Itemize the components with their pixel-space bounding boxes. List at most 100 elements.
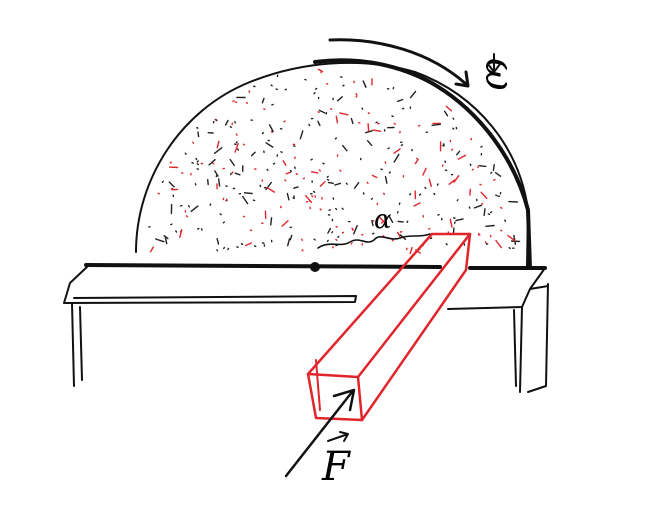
speckle-dot — [222, 246, 226, 250]
speckle-dot — [339, 112, 349, 116]
bar-side-face — [360, 232, 472, 422]
speckle-dot — [234, 172, 241, 176]
table — [63, 265, 549, 393]
speckle-dot — [371, 174, 378, 179]
speckle-dot — [331, 230, 334, 234]
speckle-dot — [428, 178, 432, 188]
speckle-dot — [445, 243, 448, 246]
speckle-dot — [234, 120, 237, 124]
omega-vector-mark — [487, 53, 501, 73]
speckle-dot — [275, 88, 278, 91]
speckle-dot — [240, 242, 244, 246]
speckle-dot — [196, 160, 199, 163]
speckle-dot — [216, 237, 220, 245]
speckle-dot — [314, 87, 318, 90]
speckle-dot — [371, 219, 374, 227]
speckle-dot — [355, 95, 358, 98]
speckle-dot — [507, 234, 515, 241]
speckle-dot — [391, 115, 394, 118]
speckle-dot — [422, 167, 427, 176]
speckle-dot — [327, 227, 332, 234]
speckle-dot — [314, 195, 317, 198]
speckle-dot — [457, 154, 467, 160]
speckle-dot — [478, 164, 487, 168]
speckle-dot — [355, 93, 358, 96]
rotation-arrow: ω — [328, 38, 522, 91]
speckle-dot — [362, 80, 367, 88]
speckle-dot — [149, 246, 155, 253]
pushing-bar — [306, 232, 472, 422]
speckle-dot — [272, 162, 276, 165]
speckle-dot — [350, 242, 353, 245]
speckle-dot — [194, 182, 197, 186]
speckle-dot — [339, 169, 342, 172]
speckle-dot — [305, 194, 313, 204]
speckle-dot — [480, 202, 484, 205]
speckle-dot — [229, 158, 235, 167]
speckle-dot — [231, 122, 234, 126]
speckle-dot — [341, 207, 344, 210]
half-disk-base — [84, 263, 547, 270]
bar-top-face — [306, 232, 472, 379]
speckle-dot — [480, 191, 488, 200]
rotation-arrow-arc — [328, 38, 468, 86]
speckle-dot — [245, 101, 249, 105]
speckle-dot — [292, 197, 295, 200]
speckle-dot — [311, 194, 314, 198]
speckle-dot — [312, 190, 316, 193]
speckle-dot — [197, 131, 200, 138]
speckle-dot — [345, 182, 348, 185]
speckle-dot — [243, 192, 253, 195]
speckle-dot — [413, 202, 421, 207]
speckle-dot — [154, 238, 165, 243]
speckle-dot — [319, 208, 322, 211]
speckle-dot — [342, 144, 348, 152]
speckle-dot — [222, 221, 226, 224]
speckle-dot — [473, 204, 483, 209]
speckle-dot — [469, 163, 472, 167]
speckle-dot — [372, 129, 382, 133]
speckle-dot — [334, 182, 342, 186]
speckle-dot — [453, 174, 460, 183]
speckle-dot — [279, 205, 282, 209]
speckle-dot — [487, 213, 491, 216]
speckle-dot — [216, 249, 219, 252]
speckle-dot — [480, 145, 483, 148]
speckle-dot — [508, 247, 511, 250]
speckle-dot — [455, 218, 464, 222]
speckle-dot — [200, 228, 203, 231]
speckle-dot — [483, 208, 486, 217]
speckle-texture — [148, 68, 521, 255]
speckle-dot — [168, 181, 175, 188]
speckle-dot — [500, 206, 503, 209]
speckle-dot — [319, 180, 326, 187]
speckle-dot — [170, 223, 173, 226]
speckle-dot — [242, 195, 249, 205]
speckle-dot — [266, 186, 276, 193]
force-vector-mark — [327, 431, 349, 442]
distance-squiggle — [317, 233, 431, 249]
speckle-dot — [382, 192, 386, 196]
speckle-dot — [429, 237, 433, 240]
speckle-dot — [197, 227, 200, 230]
speckle-dot — [214, 170, 219, 177]
distance-brace: α — [317, 205, 431, 249]
speckle-dot — [500, 229, 503, 232]
table-right-side — [513, 283, 549, 393]
speckle-dot — [453, 216, 456, 220]
speckle-dot — [495, 239, 502, 249]
speckle-dot — [382, 234, 385, 238]
speckle-dot — [244, 242, 253, 247]
speckle-dot — [266, 168, 269, 172]
speckle-dot — [409, 90, 417, 99]
speckle-dot — [215, 118, 218, 122]
speckle-dot — [175, 230, 178, 233]
speckle-dot — [212, 162, 215, 165]
speckle-dot — [213, 147, 223, 155]
speckle-dot — [418, 193, 422, 196]
speckle-dot — [164, 236, 168, 245]
speckle-dot — [282, 160, 287, 167]
speckle-dot — [317, 120, 321, 127]
speckle-dot — [409, 192, 412, 196]
